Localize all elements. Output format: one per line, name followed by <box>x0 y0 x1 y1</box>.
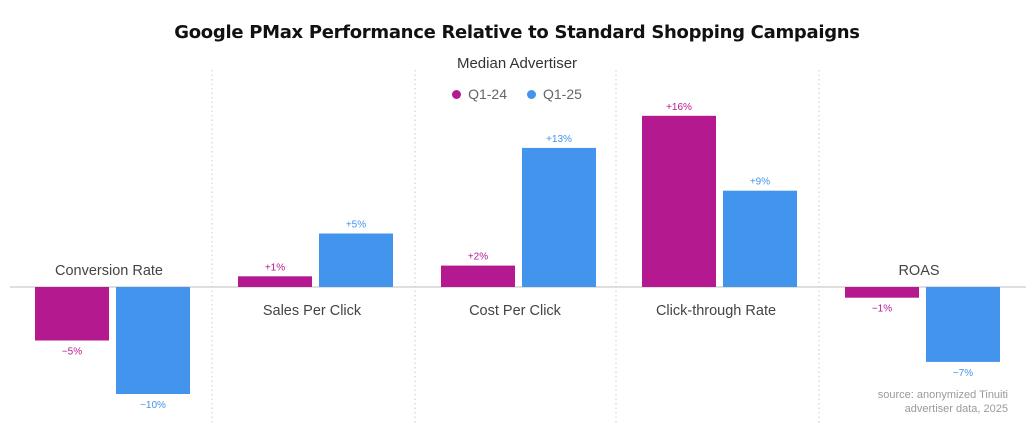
data-label-q1-25-click-through-rate: +9% <box>750 177 770 188</box>
source-line-2: advertiser data, 2025 <box>904 403 1008 415</box>
bar-q1-24-roas <box>845 287 919 298</box>
data-label-q1-24-sales-per-click: +1% <box>265 262 285 273</box>
category-label-conversion-rate: Conversion Rate <box>55 263 163 279</box>
bar-q1-24-cost-per-click <box>441 265 515 287</box>
legend-item-q1-24: Q1-24 <box>452 86 507 102</box>
bar-q1-25-conversion-rate <box>116 287 190 394</box>
bar-q1-24-click-through-rate <box>642 115 716 287</box>
data-label-q1-24-roas: −1% <box>872 304 892 315</box>
bar-q1-25-sales-per-click <box>319 233 393 287</box>
legend-label-q1-24: Q1-24 <box>468 86 507 102</box>
bar-q1-24-sales-per-click <box>238 276 312 287</box>
bar-q1-25-cost-per-click <box>522 147 596 287</box>
data-label-q1-24-cost-per-click: +2% <box>468 252 488 263</box>
data-label-q1-24-conversion-rate: −5% <box>62 347 82 358</box>
data-label-q1-25-roas: −7% <box>953 368 973 379</box>
bar-q1-24-conversion-rate <box>35 287 109 341</box>
source-line-1: source: anonymized Tinuiti <box>877 389 1008 401</box>
legend-item-q1-25: Q1-25 <box>527 86 582 102</box>
data-label-q1-24-click-through-rate: +16% <box>666 102 692 113</box>
chart-subtitle: Median Advertiser <box>456 55 578 72</box>
legend-dot-q1-24 <box>452 89 462 99</box>
data-label-q1-25-cost-per-click: +13% <box>546 134 572 145</box>
source-note: source: anonymized Tinuiti advertiser da… <box>878 388 1008 416</box>
legend-label-q1-25: Q1-25 <box>543 86 582 102</box>
category-label-sales-per-click: Sales Per Click <box>263 303 362 319</box>
category-label-roas: ROAS <box>898 263 939 279</box>
category-label-cost-per-click: Cost Per Click <box>469 303 562 319</box>
data-label-q1-25-conversion-rate: −10% <box>140 400 166 411</box>
chart-title: Google PMax Performance Relative to Stan… <box>174 22 860 43</box>
data-label-q1-25-sales-per-click: +5% <box>346 220 366 231</box>
legend: Q1-24 Q1-25 <box>0 86 1034 102</box>
category-label-click-through-rate: Click-through Rate <box>656 303 776 319</box>
legend-dot-q1-25 <box>527 89 536 99</box>
bar-q1-25-click-through-rate <box>723 190 797 287</box>
bar-q1-25-roas <box>926 287 1000 362</box>
